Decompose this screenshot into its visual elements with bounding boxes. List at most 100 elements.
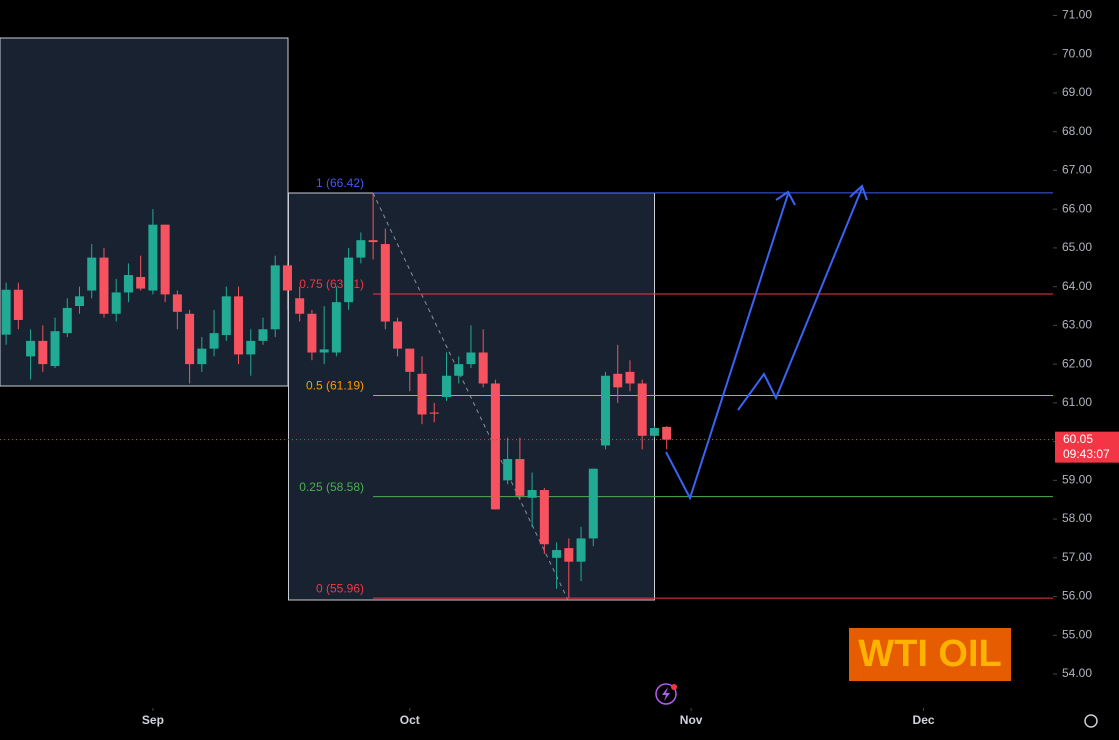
candle-body xyxy=(441,375,451,398)
candle-body xyxy=(625,371,635,384)
candle-body xyxy=(197,348,207,365)
candle-body xyxy=(331,302,341,353)
candle-body xyxy=(405,348,415,372)
candle-body xyxy=(136,276,146,289)
candle-body xyxy=(503,459,513,481)
y-tick-label: 67.00 xyxy=(1062,163,1092,177)
y-tick-label: 63.00 xyxy=(1062,318,1092,332)
arrow-head xyxy=(775,190,796,206)
fib-level-label: 0 (55.96) xyxy=(316,581,364,595)
candle-body xyxy=(99,257,109,314)
y-tick-label: 71.00 xyxy=(1062,8,1092,22)
candle-body xyxy=(601,375,611,446)
candle-body xyxy=(380,244,390,322)
annotation-box xyxy=(849,628,1011,681)
fib-box xyxy=(288,192,655,601)
candle-body xyxy=(246,340,256,355)
candle-body xyxy=(576,538,586,562)
y-tick-label: 65.00 xyxy=(1062,240,1092,254)
candle-body xyxy=(38,340,48,365)
arrow-head xyxy=(849,184,868,201)
y-tick-label: 69.00 xyxy=(1062,85,1092,99)
candle-body xyxy=(258,329,268,341)
fib-trend-line xyxy=(372,192,569,601)
event-dot xyxy=(671,684,677,690)
candle-body xyxy=(148,224,158,291)
candle-body xyxy=(172,294,182,312)
y-tick-label: 68.00 xyxy=(1062,124,1092,138)
event-icon-bolt xyxy=(662,687,670,701)
candle-body xyxy=(270,265,280,330)
candle-body xyxy=(564,548,574,562)
x-tick-label: Oct xyxy=(400,713,420,727)
y-tick-label: 55.00 xyxy=(1062,627,1092,641)
candle-body xyxy=(637,383,647,436)
candle-body xyxy=(123,275,133,293)
candle-body xyxy=(50,331,60,367)
candle-body xyxy=(234,296,244,355)
y-tick-label: 64.00 xyxy=(1062,279,1092,293)
y-tick-label: 61.00 xyxy=(1062,395,1092,409)
last-price-label: 60.05 xyxy=(1063,432,1093,446)
candle-body xyxy=(588,468,598,539)
y-tick-label: 66.00 xyxy=(1062,201,1092,215)
fib-level-label: 0.5 (61.19) xyxy=(306,379,364,393)
candle-body xyxy=(295,298,305,314)
fib-level-label: 1 (66.42) xyxy=(316,176,364,190)
candle-body xyxy=(466,352,476,365)
projection-arrows xyxy=(665,184,868,501)
y-tick-label: 62.00 xyxy=(1062,356,1092,370)
candle-body xyxy=(356,240,366,258)
candle-body xyxy=(282,265,292,291)
candle-body xyxy=(429,412,439,414)
last-price-tag xyxy=(1055,431,1119,463)
candle-body xyxy=(368,240,378,243)
axes: 54.0055.0056.0057.0058.0059.0060.0061.00… xyxy=(0,8,1119,727)
candle-body xyxy=(209,333,219,349)
candle-body xyxy=(527,490,537,498)
candle-body xyxy=(26,340,36,357)
candle-body xyxy=(662,426,672,440)
countdown-label: 09:43:07 xyxy=(1063,447,1110,461)
candle-body xyxy=(649,428,659,436)
candle-body xyxy=(539,490,549,545)
settings-icon[interactable] xyxy=(1084,714,1098,728)
candle-body xyxy=(307,313,317,353)
x-tick-label: Dec xyxy=(913,713,935,727)
candle-body xyxy=(221,296,231,336)
candle-body xyxy=(160,224,170,295)
x-tick-label: Sep xyxy=(142,713,164,727)
candle-body xyxy=(111,292,121,314)
candles xyxy=(1,192,672,599)
candle-body xyxy=(1,289,11,335)
fib-level-label: 0.75 (63.81) xyxy=(299,277,364,291)
candle-body xyxy=(75,296,85,307)
candle-body xyxy=(613,373,623,388)
y-tick-label: 59.00 xyxy=(1062,473,1092,487)
y-tick-label: 54.00 xyxy=(1062,666,1092,680)
y-tick-label: 70.00 xyxy=(1062,46,1092,60)
candle-body xyxy=(87,257,97,291)
candle-body xyxy=(478,352,488,384)
fib-level-label: 0.25 (58.58) xyxy=(299,480,364,494)
y-tick-label: 56.00 xyxy=(1062,589,1092,603)
candle-body xyxy=(490,383,500,510)
candle-body xyxy=(13,289,23,320)
candle-body xyxy=(62,307,72,334)
candle-body xyxy=(393,321,403,349)
event-icon[interactable] xyxy=(655,683,677,705)
candle-body xyxy=(344,257,354,303)
x-tick-label: Nov xyxy=(680,713,703,727)
candle-body xyxy=(185,313,195,365)
candle-body xyxy=(552,550,562,558)
y-tick-label: 57.00 xyxy=(1062,550,1092,564)
annotation: WTI OIL xyxy=(858,633,1002,675)
candle-body xyxy=(417,373,427,415)
candle-body xyxy=(454,364,464,376)
projection-path xyxy=(737,187,863,411)
y-tick-label: 58.00 xyxy=(1062,511,1092,525)
candle-body xyxy=(319,349,329,353)
candle-body xyxy=(515,459,525,496)
projection-path xyxy=(665,193,789,501)
